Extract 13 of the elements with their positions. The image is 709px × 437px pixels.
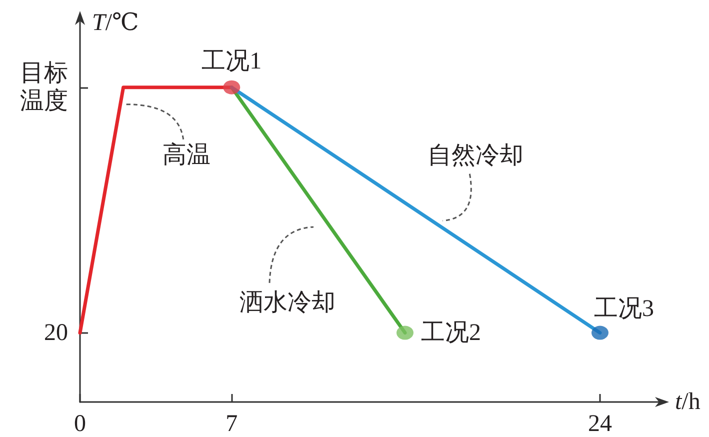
annotation: 工况2 — [421, 320, 481, 346]
annotation: 工况1 — [202, 48, 262, 74]
x-tick-label: 24 — [588, 411, 612, 437]
y-axis-title: T/℃ — [92, 10, 139, 36]
annotation: 20 — [44, 320, 68, 346]
annotation: 洒水冷却 — [240, 290, 336, 316]
annotation: 高温 — [162, 141, 210, 168]
x-tick-label: 7 — [226, 411, 238, 437]
x-tick-label: 0 — [74, 411, 86, 437]
x-axis-title: t/h — [675, 389, 700, 415]
text: 目标温度 — [20, 60, 68, 114]
annotation: 工况3 — [594, 296, 654, 322]
annotation: 自然冷却 — [428, 142, 524, 169]
